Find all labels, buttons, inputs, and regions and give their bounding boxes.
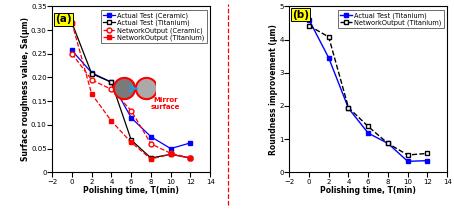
Text: Mirror
surface: Mirror surface [151, 97, 180, 110]
X-axis label: Polishing time, T(min): Polishing time, T(min) [320, 186, 416, 195]
NetworkOutput (Titanium) [346, 106, 351, 109]
NetworkOutput (Titanium) [89, 93, 94, 95]
NetworkOutput (Titanium) [109, 120, 114, 122]
Actual Test (Titanium) [148, 157, 153, 159]
Line: Actual Test (Titanium): Actual Test (Titanium) [306, 17, 430, 164]
NetworkOutput (Ceramic) [128, 109, 134, 112]
Line: NetworkOutput (Ceramic): NetworkOutput (Ceramic) [69, 51, 193, 160]
Line: Actual Test (Titanium): Actual Test (Titanium) [69, 21, 193, 161]
NetworkOutput (Titanium) [306, 24, 312, 27]
NetworkOutput (Ceramic) [69, 52, 75, 55]
Actual Test (Ceramic) [69, 49, 75, 52]
NetworkOutput (Titanium) [188, 157, 193, 159]
Actual Test (Titanium) [89, 72, 94, 75]
Y-axis label: Roundness improvement (μm): Roundness improvement (μm) [269, 24, 278, 155]
NetworkOutput (Titanium) [326, 36, 331, 38]
Text: (b): (b) [292, 10, 309, 20]
NetworkOutput (Ceramic) [89, 79, 94, 81]
NetworkOutput (Titanium) [405, 154, 410, 156]
Actual Test (Titanium) [168, 153, 173, 156]
NetworkOutput (Ceramic) [148, 143, 153, 145]
Actual Test (Titanium) [326, 56, 331, 59]
Actual Test (Ceramic) [89, 71, 94, 74]
Actual Test (Titanium) [365, 132, 371, 134]
Actual Test (Titanium) [425, 159, 430, 162]
NetworkOutput (Ceramic) [188, 157, 193, 159]
Actual Test (Ceramic) [168, 147, 173, 150]
NetworkOutput (Ceramic) [109, 88, 114, 91]
Line: NetworkOutput (Titanium): NetworkOutput (Titanium) [306, 23, 430, 158]
NetworkOutput (Titanium) [69, 22, 75, 24]
Legend: Actual Test (Ceramic), Actual Test (Titanium), NetworkOutput (Ceramic), NetworkO: Actual Test (Ceramic), Actual Test (Tita… [101, 10, 207, 43]
Line: Actual Test (Ceramic): Actual Test (Ceramic) [69, 48, 193, 151]
Actual Test (Titanium) [69, 22, 75, 24]
Actual Test (Ceramic) [128, 116, 134, 119]
Legend: Actual Test (Titanium), NetworkOutput (Titanium): Actual Test (Titanium), NetworkOutput (T… [338, 10, 444, 28]
NetworkOutput (Titanium) [385, 142, 390, 145]
Actual Test (Titanium) [385, 142, 390, 145]
Y-axis label: Surface roughness value, Sa(μm): Surface roughness value, Sa(μm) [20, 17, 30, 161]
Actual Test (Titanium) [128, 139, 134, 141]
NetworkOutput (Ceramic) [168, 152, 173, 155]
NetworkOutput (Titanium) [168, 153, 173, 156]
Actual Test (Ceramic) [109, 81, 114, 83]
NetworkOutput (Titanium) [128, 141, 134, 144]
NetworkOutput (Titanium) [148, 158, 153, 160]
X-axis label: Polishing time, T(min): Polishing time, T(min) [83, 186, 179, 195]
Actual Test (Titanium) [346, 107, 351, 110]
Text: (a): (a) [55, 15, 72, 24]
Actual Test (Titanium) [188, 157, 193, 159]
NetworkOutput (Titanium) [425, 152, 430, 155]
Actual Test (Titanium) [405, 160, 410, 163]
Actual Test (Ceramic) [188, 142, 193, 144]
Actual Test (Ceramic) [148, 135, 153, 138]
NetworkOutput (Titanium) [365, 125, 371, 128]
Actual Test (Titanium) [306, 18, 312, 21]
Actual Test (Titanium) [109, 81, 114, 83]
Line: NetworkOutput (Titanium): NetworkOutput (Titanium) [69, 21, 193, 161]
